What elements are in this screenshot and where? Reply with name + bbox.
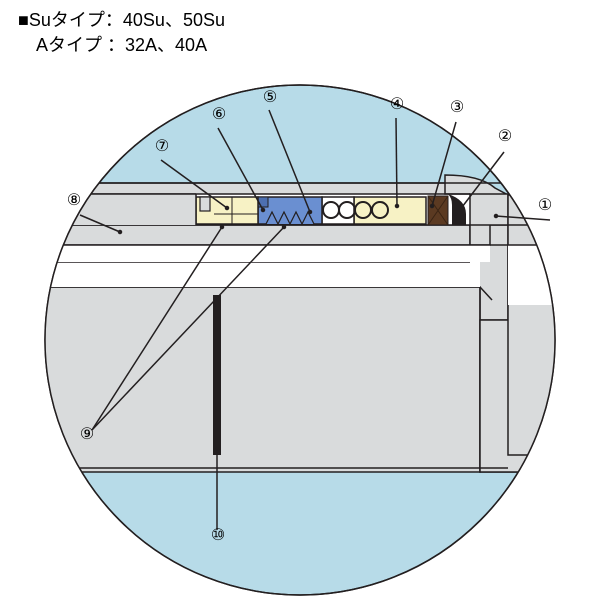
cross-section-diagram: ① ② ③ ④ ⑤ ⑥ ⑦ ⑧ ⑨ ⑩ [0,0,600,600]
callout-label-6: ⑥ [212,106,226,123]
header-su-value: 40Su、50Su [123,10,225,30]
callout-label-1: ① [538,197,552,214]
callout-label-3: ③ [450,99,464,116]
header-su-label: Suタイプ： [29,10,123,30]
callout-label-2: ② [498,128,512,145]
header-a-label: Aタイプ ： [36,35,125,55]
callout-label-4: ④ [390,96,404,113]
callout-label-5: ⑤ [263,89,277,106]
callout-label-8: ⑧ [67,192,81,209]
stop-ring-mark [213,295,221,455]
body-shoulder-right [470,194,508,225]
callout-label-10: ⑩ [211,527,225,544]
callout-line-4 [396,118,397,206]
callout-label-7: ⑦ [155,138,169,155]
callout-label-9: ⑨ [80,426,94,443]
retainer-sleeve-right [354,197,426,224]
header-bullet: ■ [18,10,29,30]
body-inner-step [470,225,490,245]
header-a-value: 32A、40A [125,35,207,55]
grip-insert [258,197,322,224]
snap-ring [200,197,210,211]
